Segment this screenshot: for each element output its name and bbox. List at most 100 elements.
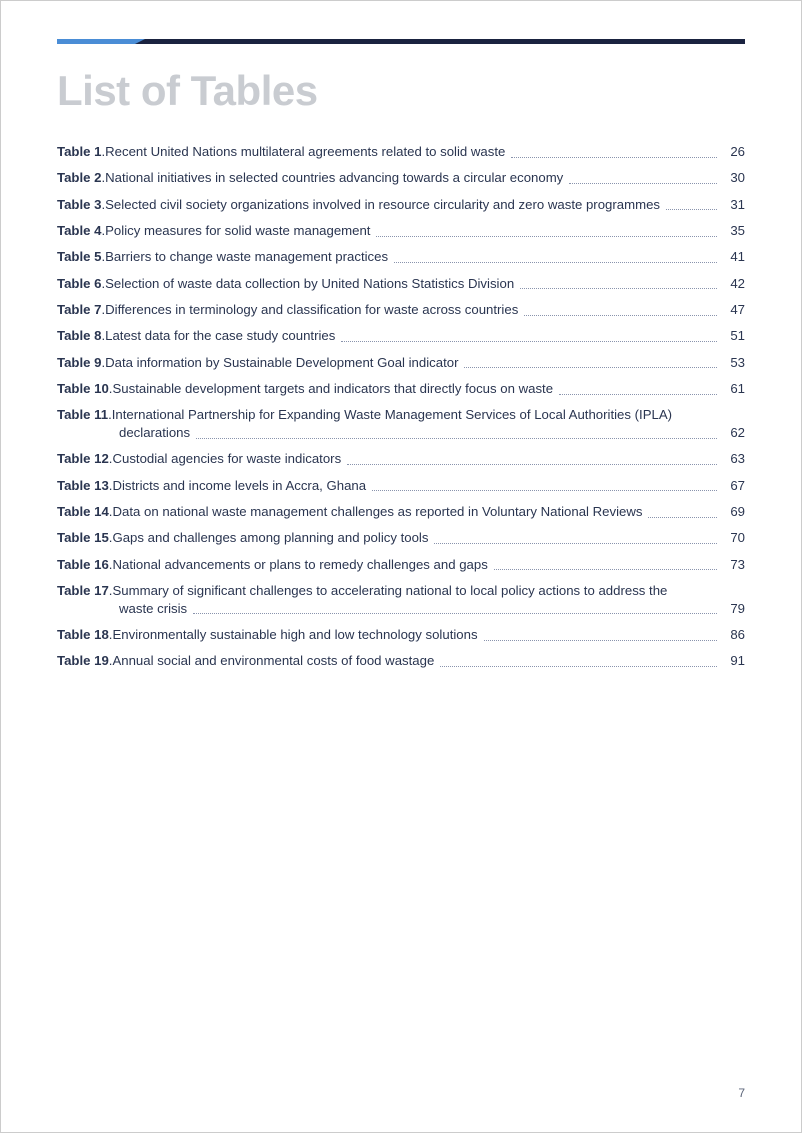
toc-entry: Table 5. Barriers to change waste manage… bbox=[57, 248, 745, 266]
toc-entry-desc: Barriers to change waste management prac… bbox=[105, 248, 388, 266]
toc-entry-number: Table 13 bbox=[57, 478, 109, 493]
page-title: List of Tables bbox=[57, 67, 745, 115]
toc-entry-label: Table 19. bbox=[57, 652, 112, 670]
toc-entry-desc: National initiatives in selected countri… bbox=[105, 169, 563, 187]
toc-entry-desc-continued: declarations bbox=[119, 424, 190, 442]
toc-entry: Table 19. Annual social and environmenta… bbox=[57, 652, 745, 670]
toc-entry-page: 53 bbox=[723, 354, 745, 372]
toc-entry-page: 30 bbox=[723, 169, 745, 187]
toc-entry: Table 16. National advancements or plans… bbox=[57, 556, 745, 574]
toc-entry: Table 8. Latest data for the case study … bbox=[57, 327, 745, 345]
toc-entry: Table 7. Differences in terminology and … bbox=[57, 301, 745, 319]
toc-entry: Table 18. Environmentally sustainable hi… bbox=[57, 626, 745, 644]
toc-entry-page: 73 bbox=[723, 556, 745, 574]
toc-entry-page: 51 bbox=[723, 327, 745, 345]
toc-entry-label: Table 18. bbox=[57, 626, 112, 644]
toc-entry-label: Table 17. bbox=[57, 582, 112, 600]
toc-entry-line: Table 9. Data information by Sustainable… bbox=[57, 354, 745, 372]
toc-entry-line: Table 6. Selection of waste data collect… bbox=[57, 275, 745, 293]
toc-entry-number: Table 18 bbox=[57, 627, 109, 642]
toc-entry-label: Table 13. bbox=[57, 477, 112, 495]
toc-entry-label: Table 12. bbox=[57, 450, 112, 468]
toc-entry-number: Table 6 bbox=[57, 276, 101, 291]
toc-entry-line: Table 3. Selected civil society organiza… bbox=[57, 196, 745, 214]
toc-entry-label: Table 6. bbox=[57, 275, 105, 293]
toc-entry-desc: Environmentally sustainable high and low… bbox=[112, 626, 477, 644]
toc-entry-number: Table 19 bbox=[57, 653, 109, 668]
toc-entry: Table 17. Summary of significant challen… bbox=[57, 582, 745, 618]
toc-entry-number: Table 9 bbox=[57, 355, 101, 370]
toc-entry-desc: Data on national waste management challe… bbox=[112, 503, 642, 521]
toc-entry-page: 69 bbox=[723, 503, 745, 521]
toc-entry-desc: Policy measures for solid waste manageme… bbox=[105, 222, 370, 240]
toc-entry-line: Table 19. Annual social and environmenta… bbox=[57, 652, 745, 670]
toc-entry-desc: Data information by Sustainable Developm… bbox=[105, 354, 458, 372]
toc-entry-desc: International Partnership for Expanding … bbox=[112, 406, 672, 424]
toc-leader bbox=[524, 315, 717, 316]
toc-entry-label: Table 7. bbox=[57, 301, 105, 319]
toc-entry-line1: Table 11. International Partnership for … bbox=[57, 406, 745, 442]
toc-entry-desc: Sustainable development targets and indi… bbox=[112, 380, 553, 398]
toc-entry-page: 47 bbox=[723, 301, 745, 319]
toc-entry: Table 15. Gaps and challenges among plan… bbox=[57, 529, 745, 547]
toc-leader bbox=[434, 543, 717, 544]
toc-entry: Table 13. Districts and income levels in… bbox=[57, 477, 745, 495]
toc-entry-desc-continued: waste crisis bbox=[119, 600, 187, 618]
toc-entry-label: Table 14. bbox=[57, 503, 112, 521]
toc-entry-line: Table 2. National initiatives in selecte… bbox=[57, 169, 745, 187]
toc-leader bbox=[494, 569, 717, 570]
toc-leader bbox=[559, 394, 717, 395]
toc-entry-desc: Latest data for the case study countries bbox=[105, 327, 335, 345]
toc-entry-label: Table 1. bbox=[57, 143, 105, 161]
toc-entry: Table 2. National initiatives in selecte… bbox=[57, 169, 745, 187]
toc-entry-number: Table 3 bbox=[57, 197, 101, 212]
toc-entry-desc: Gaps and challenges among planning and p… bbox=[112, 529, 428, 547]
toc-entry-desc: Summary of significant challenges to acc… bbox=[112, 582, 667, 600]
toc-entry-number: Table 15 bbox=[57, 530, 109, 545]
toc-entry-number: Table 8 bbox=[57, 328, 101, 343]
toc-leader bbox=[520, 288, 717, 289]
toc-entry-line: Table 15. Gaps and challenges among plan… bbox=[57, 529, 745, 547]
header-rule-wedge bbox=[135, 39, 145, 44]
toc-entry-desc: Selected civil society organizations inv… bbox=[105, 196, 660, 214]
toc-entry-label: Table 5. bbox=[57, 248, 105, 266]
page-number: 7 bbox=[738, 1086, 745, 1100]
toc-entry-number: Table 2 bbox=[57, 170, 101, 185]
toc-entry-number: Table 10 bbox=[57, 381, 109, 396]
toc-leader bbox=[372, 490, 717, 491]
toc-entry: Table 6. Selection of waste data collect… bbox=[57, 275, 745, 293]
toc-entry: Table 1. Recent United Nations multilate… bbox=[57, 143, 745, 161]
toc-entry-label: Table 8. bbox=[57, 327, 105, 345]
toc-entry: Table 11. International Partnership for … bbox=[57, 406, 745, 442]
toc-leader bbox=[511, 157, 717, 158]
toc-entry: Table 12. Custodial agencies for waste i… bbox=[57, 450, 745, 468]
toc-entry-number: Table 1 bbox=[57, 144, 101, 159]
toc-entry-label: Table 2. bbox=[57, 169, 105, 187]
toc-entry-line: Table 10. Sustainable development target… bbox=[57, 380, 745, 398]
toc-entry-label: Table 11. bbox=[57, 406, 112, 424]
toc-entry-line2: declarations62 bbox=[57, 424, 745, 442]
toc-entry-desc: Districts and income levels in Accra, Gh… bbox=[112, 477, 366, 495]
toc-leader bbox=[341, 341, 717, 342]
toc-leader bbox=[376, 236, 717, 237]
toc-entry-number: Table 5 bbox=[57, 249, 101, 264]
toc-entry-desc: Custodial agencies for waste indicators bbox=[112, 450, 341, 468]
toc-entry-page: 91 bbox=[723, 652, 745, 670]
toc-entry: Table 3. Selected civil society organiza… bbox=[57, 196, 745, 214]
toc-entry-page: 41 bbox=[723, 248, 745, 266]
toc-entry-page: 35 bbox=[723, 222, 745, 240]
toc-leader bbox=[648, 517, 717, 518]
toc-entry-line: Table 13. Districts and income levels in… bbox=[57, 477, 745, 495]
toc-entry-label: Table 9. bbox=[57, 354, 105, 372]
toc-leader bbox=[196, 438, 717, 439]
toc-entry: Table 10. Sustainable development target… bbox=[57, 380, 745, 398]
toc-entry-page: 70 bbox=[723, 529, 745, 547]
toc-entry-label: Table 4. bbox=[57, 222, 105, 240]
toc-entry-line: Table 5. Barriers to change waste manage… bbox=[57, 248, 745, 266]
toc-leader bbox=[484, 640, 717, 641]
toc-entry-line: Table 16. National advancements or plans… bbox=[57, 556, 745, 574]
toc-entry-line2: waste crisis79 bbox=[57, 600, 745, 618]
toc-entry-page: 63 bbox=[723, 450, 745, 468]
toc-entry-page: 26 bbox=[723, 143, 745, 161]
toc-entry-line: Table 4. Policy measures for solid waste… bbox=[57, 222, 745, 240]
